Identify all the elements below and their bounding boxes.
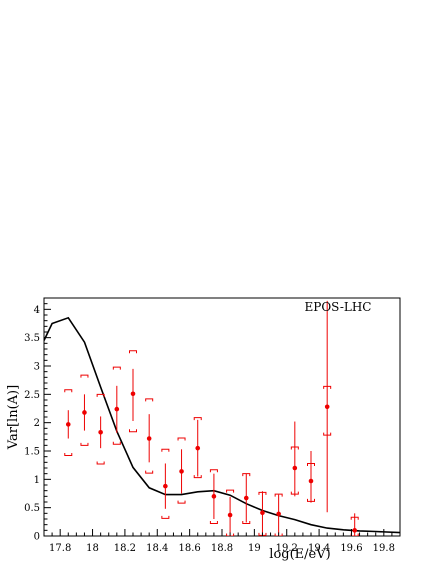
data-point-marker bbox=[324, 404, 330, 410]
x-tick-label: 19.8 bbox=[373, 543, 395, 554]
y-tick-label: 3 bbox=[34, 362, 40, 373]
sys-error-upper bbox=[112, 366, 121, 370]
sys-error-lower bbox=[161, 515, 170, 519]
data-point-group bbox=[64, 389, 73, 457]
legend-label: EPOS-LHC bbox=[304, 300, 371, 314]
sys-error-upper bbox=[350, 516, 359, 520]
sys-error-upper bbox=[96, 393, 105, 397]
sys-error-lower bbox=[242, 521, 251, 525]
data-point-marker bbox=[308, 478, 314, 484]
sys-error-lower bbox=[145, 470, 154, 474]
y-tick-label: 2.5 bbox=[24, 390, 40, 401]
data-point-group bbox=[112, 366, 121, 445]
sys-error-lower bbox=[193, 475, 202, 479]
sys-error-upper bbox=[307, 462, 315, 466]
data-point-group bbox=[177, 437, 186, 504]
data-point-marker bbox=[211, 494, 217, 499]
data-point-group bbox=[145, 398, 154, 474]
data-point-marker bbox=[260, 510, 265, 516]
sys-error-upper bbox=[80, 374, 89, 378]
data-point-group bbox=[80, 374, 89, 446]
sys-error-lower bbox=[80, 442, 89, 446]
sys-error-upper bbox=[161, 448, 170, 452]
sys-error-upper bbox=[290, 446, 299, 450]
data-point-group bbox=[274, 493, 283, 536]
data-point-group bbox=[129, 350, 137, 433]
data-point-marker bbox=[114, 406, 120, 412]
data-point-group bbox=[350, 513, 359, 536]
data-point-group bbox=[96, 393, 105, 465]
data-point-group bbox=[161, 448, 170, 519]
data-point-group bbox=[226, 489, 235, 536]
plot-frame bbox=[43, 297, 401, 537]
data-point-group bbox=[323, 300, 332, 513]
x-tick-label: 18.2 bbox=[114, 543, 136, 554]
sys-error-lower bbox=[96, 461, 105, 465]
x-tick-label: 18.4 bbox=[146, 543, 168, 554]
data-point-group bbox=[209, 469, 218, 525]
sys-error-lower bbox=[64, 453, 73, 457]
sys-error-lower bbox=[209, 521, 218, 525]
data-point-marker bbox=[352, 528, 357, 533]
x-tick-label: 19.2 bbox=[276, 543, 298, 554]
sys-error-lower bbox=[177, 500, 186, 504]
sys-error-lower bbox=[129, 429, 137, 433]
model-curve bbox=[44, 316, 400, 534]
sys-error-upper bbox=[64, 389, 73, 393]
sys-error-lower bbox=[274, 533, 283, 536]
y-tick-label: 0.5 bbox=[24, 503, 40, 514]
sys-error-upper bbox=[209, 469, 218, 473]
data-point-marker bbox=[276, 511, 281, 517]
data-point-marker bbox=[146, 436, 152, 441]
sys-error-upper bbox=[193, 417, 202, 421]
x-tick-label: 19.6 bbox=[340, 543, 362, 554]
data-point-marker bbox=[65, 422, 71, 427]
x-tick-label: 18.6 bbox=[179, 543, 201, 554]
sys-error-upper bbox=[129, 350, 137, 354]
data-point-group bbox=[307, 451, 315, 503]
data-point-group bbox=[242, 473, 251, 525]
data-point-marker bbox=[98, 430, 103, 435]
sys-error-upper bbox=[274, 493, 283, 497]
sys-error-upper bbox=[226, 489, 235, 493]
y-tick-label: 1.5 bbox=[24, 447, 40, 458]
y-axis: 0 0.5 1 1.5 2 2.5 3 3.5 4 bbox=[24, 297, 51, 543]
x-axis-title: log(E/eV) bbox=[269, 547, 330, 562]
x-tick-label: 19 bbox=[248, 543, 261, 554]
x-tick-label: 18 bbox=[86, 543, 99, 554]
plot-area bbox=[44, 300, 400, 536]
data-point-marker bbox=[195, 445, 201, 451]
data-point-marker bbox=[130, 391, 136, 397]
sys-error-lower bbox=[323, 432, 332, 436]
data-point-marker bbox=[227, 512, 233, 518]
data-point-marker bbox=[179, 469, 184, 474]
sys-error-upper bbox=[177, 437, 186, 441]
data-point-marker bbox=[243, 495, 249, 501]
y-tick-label: 0 bbox=[34, 532, 40, 543]
x-tick-label: 19.4 bbox=[308, 543, 330, 554]
sys-error-lower bbox=[290, 491, 299, 495]
x-tick-label: 17.8 bbox=[49, 543, 71, 554]
y-tick-label: 3.5 bbox=[24, 333, 40, 344]
sys-error-lower bbox=[307, 498, 315, 502]
sys-error-lower bbox=[226, 533, 235, 536]
sys-error-upper bbox=[323, 385, 332, 389]
data-point-group bbox=[193, 417, 202, 479]
sys-error-upper bbox=[258, 491, 267, 495]
y-axis-title: Var[ln(A)] bbox=[6, 385, 21, 450]
sys-error-upper bbox=[145, 398, 154, 402]
data-point-group bbox=[258, 491, 267, 536]
sys-error-upper bbox=[242, 473, 251, 477]
y-tick-label: 4 bbox=[34, 305, 40, 316]
x-tick-label: 18.8 bbox=[211, 543, 233, 554]
y-tick-label: 2 bbox=[34, 418, 40, 429]
data-point-marker bbox=[82, 410, 87, 415]
y-tick-label: 1 bbox=[34, 475, 40, 486]
data-point-group bbox=[290, 421, 299, 497]
sys-error-lower bbox=[112, 441, 121, 445]
data-point-marker bbox=[163, 483, 168, 489]
x-axis: 17.8 18 18.2 18.4 18.6 18.8 19 19.2 19.4 19.6 19.8 bbox=[43, 529, 401, 554]
data-point-marker bbox=[292, 465, 298, 471]
